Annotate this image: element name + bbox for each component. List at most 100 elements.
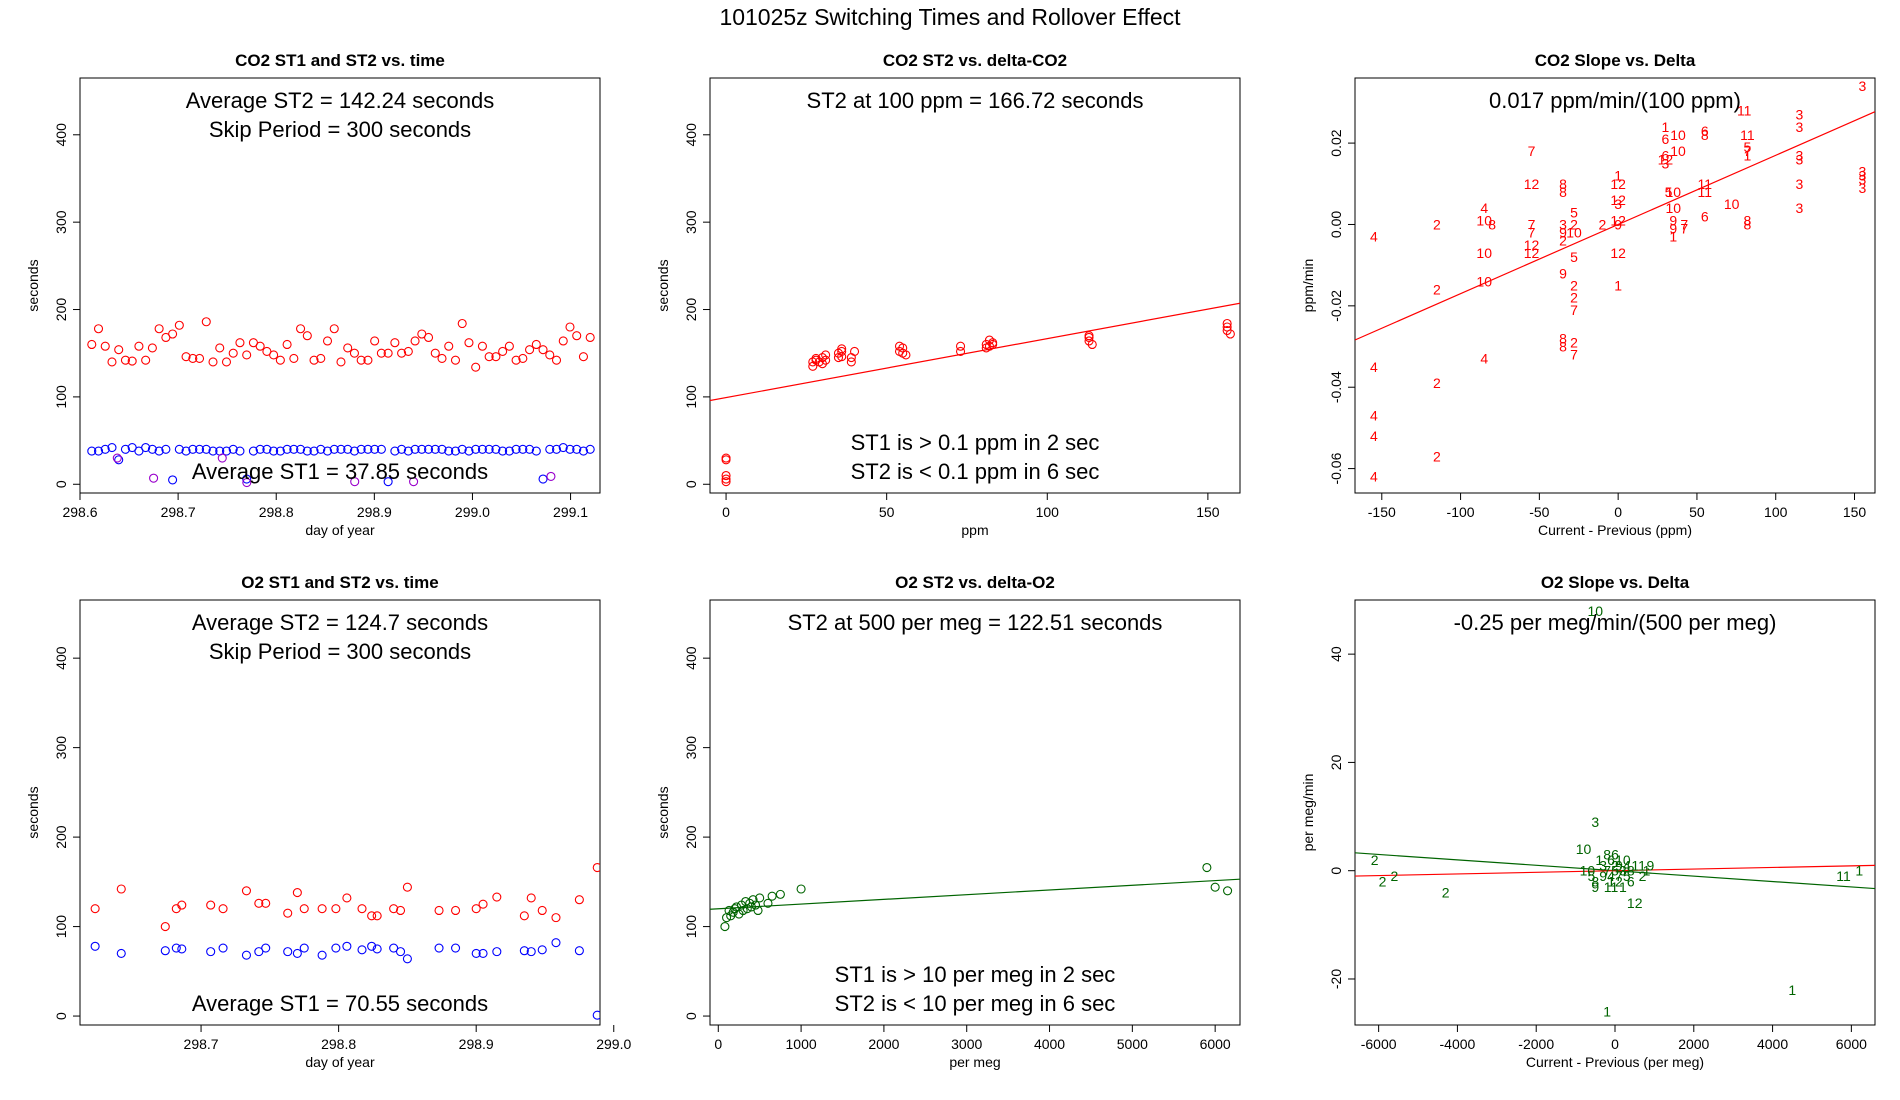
co2-delta-point-st2 <box>1225 329 1235 339</box>
co2-delta-point-st2 <box>821 355 831 365</box>
co2-time-point-st2 <box>423 332 434 343</box>
co2-slope-point-label: 5 <box>1665 184 1673 200</box>
o2-time-point-st1 <box>342 941 352 951</box>
o2-time-point-st2 <box>434 905 444 916</box>
co2-time-point-coincident <box>149 473 159 483</box>
o2-time-panel: O2 ST1 and ST2 vs. time 298.7 298.8 298.9 29… <box>25 573 631 1070</box>
co2-time-point-st2 <box>397 348 407 358</box>
co2-slope-point-label: 2 <box>1433 448 1441 464</box>
o2-slope-point-label: 12 <box>1627 895 1643 911</box>
co2-time-point-st1 <box>397 444 407 454</box>
co2-time-point-st2 <box>349 348 360 358</box>
co2-slope-point-label: 12 <box>1610 192 1626 208</box>
co2-slope-xtick-label: 150 <box>1843 504 1867 520</box>
o2-slope-point-label: 1 <box>1855 863 1863 879</box>
o2-slope-point-label: 11 <box>1631 857 1646 873</box>
co2-time-point-st2 <box>107 357 117 367</box>
o2-time-title: O2 ST1 and ST2 vs. time <box>241 573 438 592</box>
co2-slope-point-label: 3 <box>1795 200 1803 216</box>
o2-delta-ytick-label: 200 <box>683 825 699 849</box>
o2-delta-annotation: ST2 is < 10 per meg in 6 sec <box>835 991 1116 1016</box>
o2-time-point-st1 <box>519 946 529 956</box>
co2-time-ylabel: seconds <box>25 259 41 311</box>
o2-time-point-st2 <box>526 893 536 903</box>
co2-time-point-st2 <box>383 348 393 358</box>
co2-slope-xtick-label: 0 <box>1614 504 1622 520</box>
o2-time-point-st1 <box>451 943 461 953</box>
o2-delta-xtick-label: 6000 <box>1200 1036 1231 1052</box>
co2-time-point-st1 <box>538 474 548 484</box>
co2-time-point-st1 <box>572 444 582 454</box>
co2-time-point-st1 <box>484 444 494 454</box>
o2-slope-point-label: 2 <box>1639 868 1647 884</box>
co2-time-point-st2 <box>498 346 508 357</box>
co2-time-point-st1 <box>235 446 245 456</box>
o2-slope-point-label: 2 <box>1371 852 1379 868</box>
o2-slope-panel: O2 Slope vs. Delta-6000 -4000 -2000 0 2000 40… <box>1300 573 1876 1070</box>
o2-time-point-st1 <box>372 944 382 954</box>
o2-time-point-st1 <box>434 943 444 953</box>
o2-delta-annotation: ST1 is > 10 per meg in 2 sec <box>835 962 1116 987</box>
co2-slope-point-label: 3 <box>1858 164 1866 180</box>
o2-slope-ytick-label: 40 <box>1328 646 1344 662</box>
co2-time-xtick-label: 299.0 <box>455 504 490 520</box>
co2-delta-point-st2 <box>817 353 827 363</box>
co2-slope-point-label: 3 <box>1795 147 1803 163</box>
co2-slope-point-label: 3 <box>1662 155 1670 171</box>
figure-title: 101025z Switching Times and Rollover Eff… <box>719 4 1181 30</box>
o2-time-point-st2 <box>492 892 502 902</box>
o2-time-point-st2 <box>478 899 488 909</box>
co2-time-point-st2 <box>511 355 521 365</box>
co2-time-point-st2 <box>275 355 285 365</box>
co2-time-point-st2 <box>491 352 501 362</box>
o2-slope-xtick-label: 6000 <box>1836 1036 1867 1052</box>
co2-time-point-st1 <box>181 446 191 456</box>
o2-delta-point-st2 <box>796 884 806 894</box>
co2-time-point-coincident <box>350 477 360 487</box>
co2-time-point-st1 <box>531 446 541 456</box>
co2-slope-point-label: 10 <box>1670 143 1686 159</box>
o2-slope-point-label: 9 <box>1591 879 1599 895</box>
o2-time-point-st2 <box>389 904 399 914</box>
co2-slope-point-label: 11 <box>1740 127 1755 143</box>
co2-time-point-st2 <box>572 331 582 341</box>
co2-time-point-st1 <box>491 444 501 454</box>
co2-delta-ytick-label: 0 <box>683 480 699 488</box>
co2-slope-point-label: 9 <box>1559 225 1567 241</box>
co2-time-point-st1 <box>168 475 178 485</box>
o2-slope-title: O2 Slope vs. Delta <box>1541 573 1690 592</box>
o2-time-point-st2 <box>551 913 561 923</box>
co2-time-point-st1 <box>93 446 104 456</box>
co2-time-point-st2 <box>127 356 137 366</box>
o2-slope-point-label: 1 <box>1619 879 1627 895</box>
o2-time-point-st2 <box>206 900 216 910</box>
co2-time-point-st2 <box>585 332 595 343</box>
co2-time-point-st1 <box>417 444 427 454</box>
co2-time-point-st2 <box>538 345 548 355</box>
co2-slope-ylabel: ppm/min <box>1300 259 1316 313</box>
co2-slope-ytick-label: 0.00 <box>1328 211 1344 238</box>
co2-delta-point-st2 <box>837 352 847 362</box>
co2-time-point-st2 <box>545 350 555 360</box>
co2-slope-point-label: 3 <box>1795 107 1803 123</box>
co2-time-point-st2 <box>403 346 413 357</box>
o2-delta-xtick-label: 3000 <box>951 1036 982 1052</box>
o2-time-point-st2 <box>574 895 584 905</box>
co2-slope-fit-line <box>1355 111 1875 341</box>
o2-delta-point-st2 <box>763 898 773 908</box>
co2-time-point-st1 <box>464 446 474 456</box>
co2-time-point-st2 <box>208 357 218 367</box>
o2-slope-point-label: 6 <box>1607 852 1615 868</box>
co2-time-point-st1 <box>363 444 373 454</box>
co2-time-point-coincident <box>409 477 419 487</box>
co2-slope-point-label: 2 <box>1570 216 1578 232</box>
o2-time-ylabel: seconds <box>25 786 41 838</box>
o2-time-point-st1 <box>537 945 547 955</box>
co2-time-point-st2 <box>504 341 514 351</box>
co2-time-point-st2 <box>181 352 191 362</box>
o2-slope-point-label: 1 <box>1595 852 1603 868</box>
co2-time-point-st1 <box>188 444 198 454</box>
co2-delta-xlabel: ppm <box>961 522 988 538</box>
o2-time-point-st1 <box>254 947 264 957</box>
co2-slope-point-label: 9 <box>1614 216 1622 232</box>
